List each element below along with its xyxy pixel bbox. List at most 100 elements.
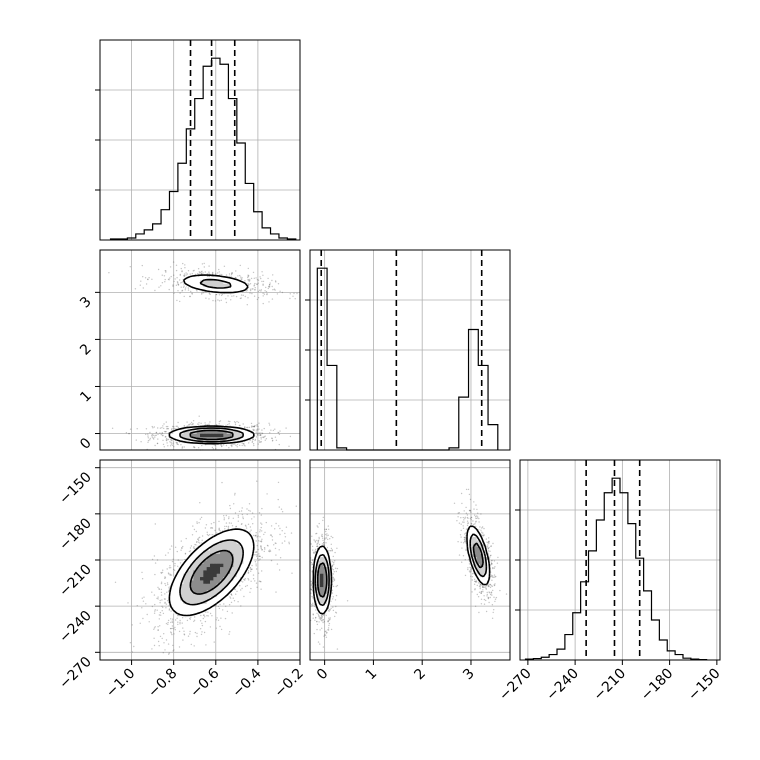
hist-bin [195,99,203,240]
sample-point [147,439,150,442]
density-cell [200,576,204,581]
density-cell [196,606,201,611]
sample-point [252,425,255,428]
sample-point [272,429,275,432]
density-cell [193,593,198,598]
sample-point [254,287,256,289]
sample-point [176,442,178,444]
sample-point [161,599,163,601]
sample-point [260,289,262,291]
sample-point [210,523,213,525]
sample-point [219,444,222,446]
sample-point [261,280,263,283]
sample-point [336,547,338,549]
sample-point [171,560,174,563]
density-cell [226,276,231,281]
density-cell [190,606,194,611]
density-cell [216,556,221,561]
density-cell [210,556,214,561]
sample-point [177,443,179,446]
sample-point [317,613,319,615]
sample-point [264,548,266,550]
sample-point [316,532,318,535]
sample-point [259,276,261,278]
sample-point [142,617,144,620]
sample-point [261,507,263,510]
sample-point [185,274,187,276]
sample-point [176,442,178,444]
sample-point [264,290,266,292]
density-cell [193,563,198,568]
sample-point [141,607,143,609]
density-cell [210,576,214,581]
sample-point [244,579,246,581]
sample-point [151,436,153,438]
density-cell [193,556,198,561]
sample-point [335,605,337,608]
density-cell [246,560,251,564]
density-cell [210,590,214,594]
sample-point [154,609,156,611]
sample-point [249,278,251,281]
sample-point [170,545,173,547]
sample-point [170,610,172,612]
sample-point [179,300,181,303]
sample-point [260,522,262,524]
sample-point [169,565,171,567]
density-cell [186,276,191,281]
contour-lines-3 [168,274,255,445]
sample-point [248,426,251,429]
sample-point [263,427,265,430]
sample-point [164,593,166,595]
hist-bin [620,493,628,660]
sample-point [265,438,268,440]
density-cell [173,583,178,588]
density-cell [193,580,198,584]
sample-point [174,278,176,280]
sample-point [200,272,202,274]
sample-point [177,284,180,286]
sample-point [223,517,225,519]
sample-point [252,574,255,576]
sample-point [320,617,323,619]
density-cell [216,586,221,591]
sample-point [251,425,253,427]
sample-point [223,603,225,605]
hist-bin [659,640,667,660]
sample-point [277,283,280,285]
sample-point [485,610,488,613]
sample-point [327,627,330,629]
sample-point [173,425,175,428]
sample-point [317,641,320,643]
sample-point [244,578,246,580]
sample-point [252,288,254,290]
density-cell [216,580,221,584]
density-cell [196,583,201,588]
density-cell [176,583,181,588]
sample-point [249,283,252,285]
density-cell [200,433,204,438]
density-cell [220,556,224,561]
sample-point [250,587,252,590]
sample-point [247,279,249,281]
density-cell [226,590,231,594]
sample-point [167,425,169,428]
sample-point [327,629,329,631]
density-cell [193,553,198,558]
sample-point [268,550,271,553]
sample-point [480,598,483,600]
density-cell [220,430,224,434]
sample-point [195,530,197,533]
density-cell [236,563,241,568]
sample-point [260,540,263,542]
sample-point [250,529,252,531]
density-cell [190,586,194,591]
sample-point [170,618,172,620]
sample-point [169,277,171,279]
sample-point [170,439,173,441]
density-cell [223,570,228,574]
sample-point [313,539,315,541]
density-cell [206,566,211,571]
sample-point [159,432,161,434]
sample-point [253,284,256,286]
